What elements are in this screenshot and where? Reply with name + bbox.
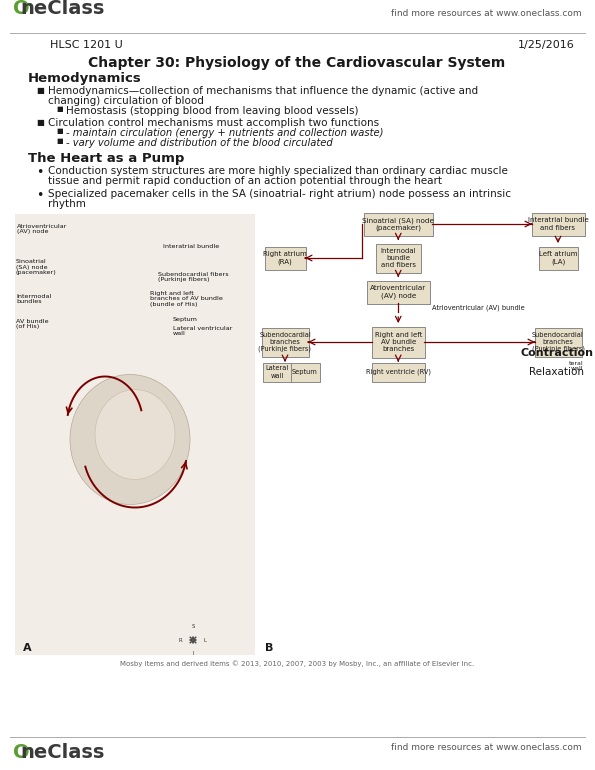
Text: Intermodal
bundles: Intermodal bundles bbox=[16, 293, 51, 304]
Text: O: O bbox=[13, 743, 30, 762]
FancyBboxPatch shape bbox=[531, 213, 584, 236]
Text: Sinoatrial (SA) node
(pacemaker): Sinoatrial (SA) node (pacemaker) bbox=[362, 217, 434, 231]
FancyBboxPatch shape bbox=[534, 327, 581, 357]
Text: Circulation control mechanisms must accomplish two functions: Circulation control mechanisms must acco… bbox=[48, 118, 379, 128]
Text: Mosby items and derived items © 2013, 2010, 2007, 2003 by Mosby, Inc., an affili: Mosby items and derived items © 2013, 20… bbox=[120, 661, 474, 667]
FancyBboxPatch shape bbox=[265, 246, 305, 270]
Text: Atrioventricular (AV) bundle: Atrioventricular (AV) bundle bbox=[432, 305, 525, 311]
Text: Relaxation: Relaxation bbox=[530, 367, 584, 377]
FancyBboxPatch shape bbox=[367, 280, 430, 303]
Text: Right and left
AV bundle
branches: Right and left AV bundle branches bbox=[375, 332, 422, 352]
Text: Chapter 30: Physiology of the Cardiovascular System: Chapter 30: Physiology of the Cardiovasc… bbox=[89, 56, 506, 70]
Text: S: S bbox=[192, 624, 195, 629]
Text: HLSC 1201 U: HLSC 1201 U bbox=[50, 40, 123, 50]
FancyBboxPatch shape bbox=[364, 213, 433, 236]
Text: B: B bbox=[265, 643, 273, 653]
Text: changing) circulation of blood: changing) circulation of blood bbox=[48, 96, 204, 106]
FancyBboxPatch shape bbox=[262, 363, 292, 381]
Text: O: O bbox=[13, 0, 30, 18]
Text: Subendocardial
branches
(Purkinje fibers): Subendocardial branches (Purkinje fibers… bbox=[531, 332, 584, 352]
Text: L: L bbox=[204, 638, 207, 642]
Text: Septum: Septum bbox=[173, 316, 198, 322]
Text: ■: ■ bbox=[56, 106, 62, 112]
Text: Hemodynamics—collection of mechanisms that influence the dynamic (active and: Hemodynamics—collection of mechanisms th… bbox=[48, 86, 478, 96]
Text: AV bundle
(of His): AV bundle (of His) bbox=[16, 319, 49, 330]
Text: Contraction: Contraction bbox=[521, 348, 593, 358]
FancyBboxPatch shape bbox=[261, 327, 308, 357]
Text: Right ventricle (RV): Right ventricle (RV) bbox=[366, 369, 431, 375]
Text: 1/25/2016: 1/25/2016 bbox=[518, 40, 575, 50]
Text: neClass: neClass bbox=[20, 0, 104, 18]
Text: The Heart as a Pump: The Heart as a Pump bbox=[28, 152, 184, 165]
Text: ■: ■ bbox=[56, 128, 62, 134]
Text: teral
wall: teral wall bbox=[568, 360, 583, 371]
Text: Subendocardial
branches
(Purkinje fibers): Subendocardial branches (Purkinje fibers… bbox=[258, 332, 312, 352]
Text: Left atrium
(LA): Left atrium (LA) bbox=[538, 251, 577, 265]
Text: rhythm: rhythm bbox=[48, 199, 86, 209]
FancyBboxPatch shape bbox=[15, 214, 255, 655]
Text: A: A bbox=[23, 643, 32, 653]
Text: find more resources at www.oneclass.com: find more resources at www.oneclass.com bbox=[392, 743, 582, 752]
Ellipse shape bbox=[70, 374, 190, 504]
Text: Hemostasis (stopping blood from leaving blood vessels): Hemostasis (stopping blood from leaving … bbox=[66, 106, 359, 116]
Text: Septum: Septum bbox=[292, 369, 318, 375]
Text: ■: ■ bbox=[36, 86, 44, 95]
Text: find more resources at www.oneclass.com: find more resources at www.oneclass.com bbox=[392, 9, 582, 18]
FancyBboxPatch shape bbox=[375, 243, 421, 273]
Text: Right atrium
(RA): Right atrium (RA) bbox=[263, 251, 307, 265]
Text: ■: ■ bbox=[36, 118, 44, 127]
Text: Sinoatrial
(SA) node
(pacemaker): Sinoatrial (SA) node (pacemaker) bbox=[16, 259, 57, 276]
Text: Lateral
wall: Lateral wall bbox=[265, 366, 289, 379]
Text: ■: ■ bbox=[56, 138, 62, 144]
Text: neClass: neClass bbox=[20, 743, 104, 762]
Text: •: • bbox=[36, 166, 43, 179]
Text: Right and left
branches of AV bundle
(bundle of His): Right and left branches of AV bundle (bu… bbox=[150, 291, 223, 307]
Text: Atrioventricular
(AV) node: Atrioventricular (AV) node bbox=[17, 223, 67, 234]
Text: Conduction system structures are more highly specialized than ordinary cardiac m: Conduction system structures are more hi… bbox=[48, 166, 508, 176]
Text: I: I bbox=[192, 651, 194, 656]
Text: - maintain circulation (energy + nutrients and collection waste): - maintain circulation (energy + nutrien… bbox=[66, 128, 384, 138]
Text: tissue and permit rapid conduction of an action potential through the heart: tissue and permit rapid conduction of an… bbox=[48, 176, 442, 186]
Text: Lateral ventricular
wall: Lateral ventricular wall bbox=[173, 326, 233, 336]
Text: Subendocardial fibers
(Purkinje fibers): Subendocardial fibers (Purkinje fibers) bbox=[158, 272, 228, 283]
Text: - vary volume and distribution of the blood circulated: - vary volume and distribution of the bl… bbox=[66, 138, 333, 148]
Ellipse shape bbox=[95, 390, 175, 480]
Text: Interatrial bundle
and fibers: Interatrial bundle and fibers bbox=[528, 217, 588, 230]
Text: Atrioventricular
(AV) node: Atrioventricular (AV) node bbox=[370, 285, 427, 299]
Text: •: • bbox=[36, 189, 43, 202]
FancyBboxPatch shape bbox=[290, 363, 320, 381]
FancyBboxPatch shape bbox=[538, 246, 578, 270]
Text: Hemodynamics: Hemodynamics bbox=[28, 72, 142, 85]
FancyBboxPatch shape bbox=[372, 326, 425, 357]
Text: Interatrial bundle: Interatrial bundle bbox=[163, 245, 219, 249]
Text: R: R bbox=[178, 638, 182, 642]
FancyBboxPatch shape bbox=[372, 363, 425, 381]
Text: Internodal
bundle
and fibers: Internodal bundle and fibers bbox=[380, 248, 416, 268]
Text: Specialized pacemaker cells in the SA (sinoatrial- right atrium) node possess an: Specialized pacemaker cells in the SA (s… bbox=[48, 189, 511, 199]
